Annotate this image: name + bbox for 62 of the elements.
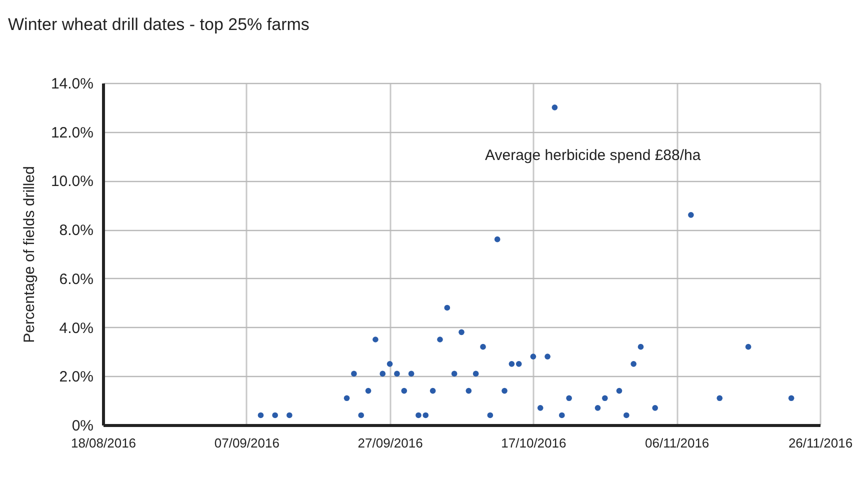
point <box>372 336 378 342</box>
point <box>416 412 422 418</box>
point <box>451 370 458 377</box>
point <box>516 361 522 367</box>
point <box>623 412 630 418</box>
point <box>286 412 292 418</box>
point <box>422 412 429 418</box>
y-axis-title: Percentage of fields drilled <box>20 166 38 343</box>
point <box>430 388 436 394</box>
point <box>544 354 550 360</box>
point <box>344 395 350 402</box>
point <box>530 354 536 360</box>
point <box>652 404 658 411</box>
point <box>394 370 400 377</box>
x-tick-label: 07/09/2016 <box>214 436 280 450</box>
point <box>351 370 357 377</box>
point <box>466 388 472 394</box>
point <box>788 395 794 402</box>
point <box>716 395 723 402</box>
point <box>472 370 479 377</box>
point <box>358 412 364 418</box>
point <box>638 344 644 350</box>
x-tick-label: 06/11/2016 <box>645 436 710 450</box>
point <box>558 412 565 418</box>
y-tick-label: 14.0% <box>50 76 94 92</box>
x-tick-label: 27/09/2016 <box>358 436 423 450</box>
point <box>494 236 500 242</box>
point <box>487 412 494 418</box>
point <box>552 104 558 110</box>
point <box>380 370 386 377</box>
point <box>502 388 508 394</box>
y-tick-label: 6.0% <box>59 270 94 288</box>
point <box>401 388 408 394</box>
x-tick-label: 17/10/2016 <box>501 436 566 450</box>
point <box>272 412 278 418</box>
y-tick-label: 4.0% <box>59 320 94 337</box>
x-tick-label: 18/08/2016 <box>70 436 136 450</box>
chart-title: Winter wheat drill dates - top 25% farms <box>8 15 310 34</box>
y-tick-label: 12.0% <box>50 124 94 142</box>
annotation: Average herbicide spend £88/ha <box>485 147 702 164</box>
point <box>594 404 601 411</box>
point <box>745 344 752 350</box>
y-tick-label: 8.0% <box>59 222 94 240</box>
y-tick-label: 10.0% <box>50 173 94 190</box>
point <box>437 336 443 342</box>
point <box>688 212 694 218</box>
point <box>444 304 450 311</box>
y-tick-label: 2.0% <box>59 368 94 386</box>
point <box>458 329 464 336</box>
point <box>480 344 486 350</box>
point <box>602 395 608 402</box>
point <box>408 370 414 377</box>
point <box>386 361 393 367</box>
y-tick-label: 0% <box>72 418 94 434</box>
point <box>566 395 572 402</box>
point <box>258 412 264 418</box>
point <box>365 388 372 394</box>
x-tick-label: 26/11/2016 <box>788 436 853 450</box>
point <box>537 404 544 411</box>
point <box>508 361 515 367</box>
point <box>616 388 622 394</box>
point <box>630 361 636 367</box>
